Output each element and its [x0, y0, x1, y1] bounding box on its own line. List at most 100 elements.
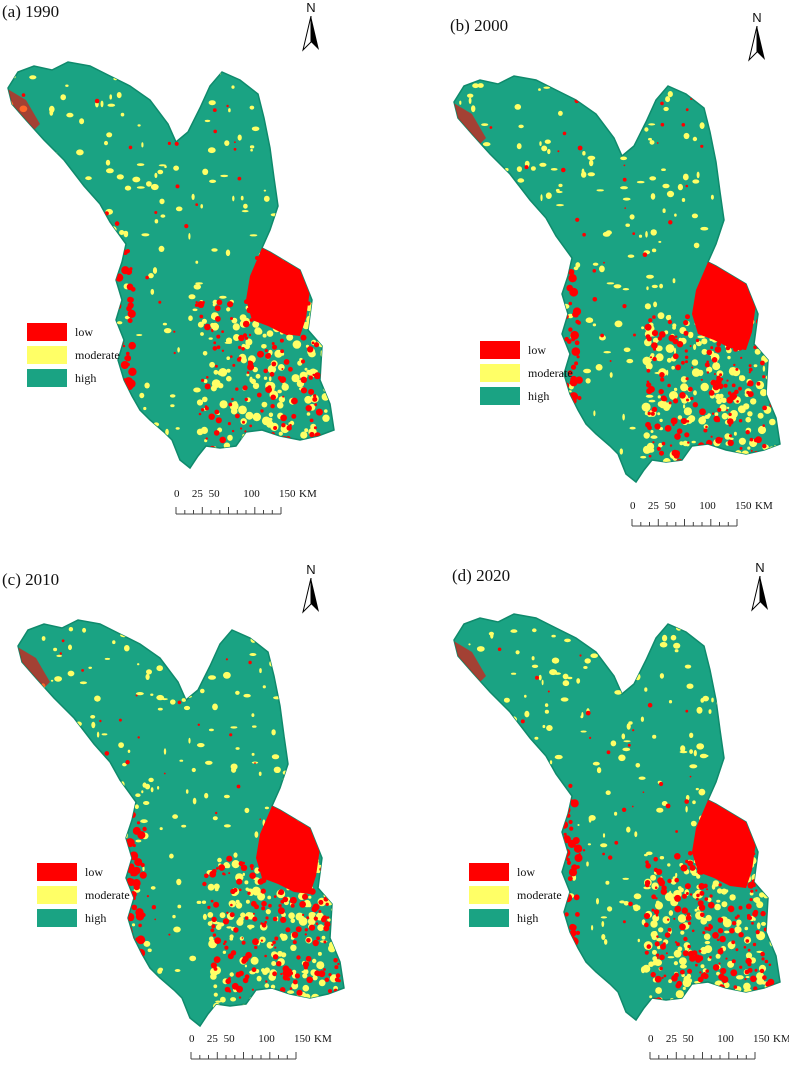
moderate-patch — [164, 165, 167, 169]
moderate-patch — [105, 336, 110, 340]
moderate-patch — [107, 925, 115, 930]
low-patch — [126, 877, 133, 884]
low-patch — [741, 864, 746, 868]
low-patch — [184, 224, 189, 229]
moderate-patch — [649, 140, 655, 145]
low-patch — [547, 690, 550, 693]
moderate-patch — [66, 112, 74, 118]
low-patch — [656, 935, 659, 938]
moderate-patch — [648, 123, 656, 126]
moderate-patch — [98, 387, 106, 394]
low-patch — [632, 232, 636, 236]
moderate-patch — [479, 207, 482, 213]
moderate-patch — [609, 372, 613, 378]
low-patch — [632, 729, 635, 732]
low-patch — [698, 869, 704, 875]
scale-tick-label: 25 — [647, 500, 659, 512]
moderate-patch — [747, 446, 751, 450]
moderate-patch — [691, 440, 696, 444]
moderate-patch — [172, 814, 179, 819]
moderate-patch — [760, 322, 769, 331]
legend-swatch — [469, 909, 509, 927]
low-patch — [716, 312, 724, 320]
moderate-patch — [567, 313, 574, 319]
moderate-patch — [655, 901, 663, 910]
low-patch — [277, 1004, 285, 1012]
moderate-patch — [667, 91, 673, 98]
low-patch — [563, 426, 569, 433]
moderate-patch — [189, 78, 193, 86]
low-patch — [563, 410, 573, 419]
legend-swatch — [480, 364, 520, 382]
moderate-patch — [106, 439, 110, 446]
moderate-patch — [542, 724, 546, 729]
moderate-patch — [679, 957, 687, 965]
low-patch — [264, 920, 267, 924]
moderate-patch — [277, 364, 285, 371]
moderate-patch — [79, 118, 85, 125]
moderate-patch — [290, 944, 297, 951]
moderate-patch — [538, 674, 542, 681]
moderate-patch — [662, 183, 670, 189]
low-patch — [733, 346, 739, 352]
low-patch — [330, 896, 338, 904]
low-patch — [715, 378, 722, 385]
moderate-patch — [698, 788, 706, 796]
low-patch — [717, 383, 724, 390]
low-patch — [326, 916, 330, 919]
scale-tick-label: 0 — [648, 1033, 654, 1045]
low-patch — [119, 411, 128, 420]
moderate-patch — [691, 213, 698, 219]
low-patch — [646, 368, 651, 373]
low-patch — [241, 347, 245, 351]
moderate-patch — [644, 303, 651, 310]
low-patch — [686, 398, 689, 402]
low-patch — [748, 371, 751, 374]
moderate-patch — [620, 186, 628, 190]
low-patch — [325, 351, 331, 356]
moderate-patch — [486, 456, 493, 461]
moderate-patch — [677, 183, 683, 191]
moderate-patch — [179, 759, 184, 762]
legend-label: low — [517, 864, 535, 879]
low-patch — [768, 963, 772, 967]
moderate-patch — [325, 671, 332, 678]
low-patch — [667, 918, 670, 921]
low-patch — [194, 303, 199, 307]
moderate-patch — [295, 912, 304, 921]
moderate-patch — [766, 315, 775, 324]
low-patch — [684, 799, 689, 804]
low-patch — [237, 176, 242, 181]
moderate-patch — [738, 437, 746, 445]
moderate-patch — [590, 653, 598, 658]
low-patch — [568, 269, 575, 276]
low-patch — [704, 897, 709, 901]
low-patch — [260, 939, 263, 942]
moderate-patch — [659, 673, 664, 679]
moderate-patch — [156, 694, 165, 701]
low-patch — [710, 859, 713, 862]
moderate-patch — [712, 880, 720, 887]
moderate-patch — [716, 899, 721, 903]
low-patch — [454, 102, 486, 148]
moderate-patch — [230, 726, 238, 729]
low-patch — [120, 361, 129, 369]
low-patch — [647, 702, 653, 708]
moderate-patch — [699, 992, 705, 998]
low-patch — [745, 903, 752, 910]
moderate-patch — [27, 827, 36, 831]
moderate-patch — [137, 663, 140, 666]
moderate-patch — [510, 829, 516, 836]
moderate-patch — [725, 756, 730, 760]
moderate-patch — [205, 760, 213, 765]
moderate-patch — [251, 752, 255, 756]
low-patch — [672, 353, 679, 360]
low-patch — [309, 418, 314, 423]
moderate-patch — [177, 347, 180, 353]
moderate-patch — [231, 85, 235, 89]
moderate-patch — [271, 961, 277, 966]
moderate-patch — [232, 323, 240, 331]
low-patch — [692, 402, 698, 408]
moderate-patch — [28, 818, 33, 821]
moderate-patch — [662, 916, 671, 924]
